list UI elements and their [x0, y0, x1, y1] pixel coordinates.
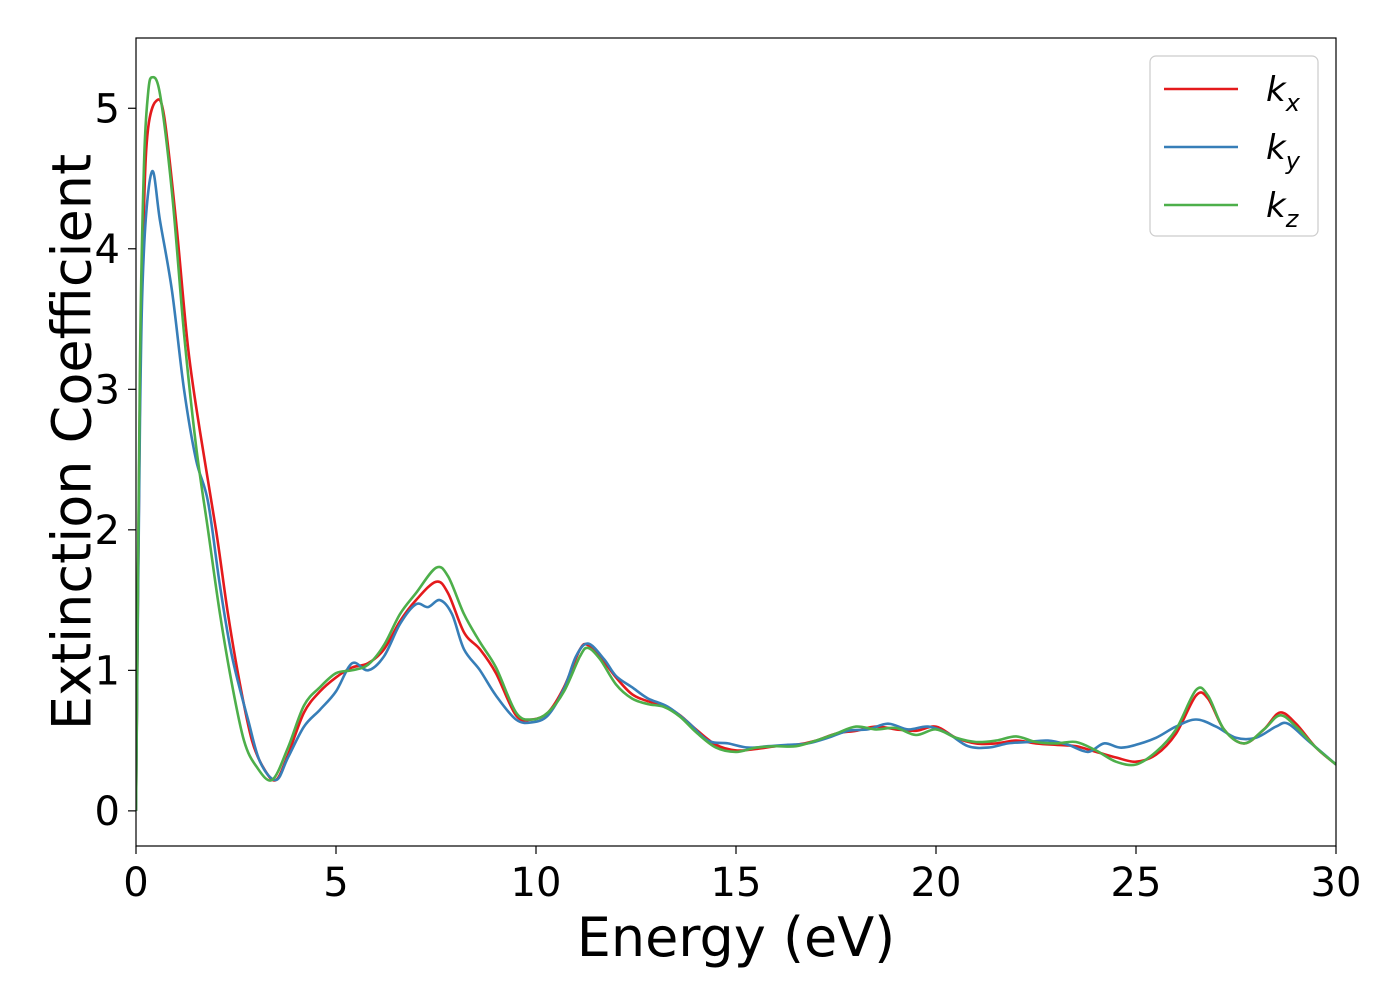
y-tick-label: 5 [95, 86, 120, 132]
x-tick-label: 25 [1111, 860, 1162, 906]
series-line-kz [136, 75, 1336, 811]
x-tick-label: 15 [711, 860, 762, 906]
x-tick-label: 5 [323, 860, 348, 906]
legend-label-ky: ky [1266, 128, 1301, 175]
y-axis-title: Extinction Coefficient [41, 154, 104, 730]
series-layer [136, 75, 1336, 811]
y-tick-label: 0 [95, 789, 120, 835]
x-axis-title: Energy (eV) [577, 906, 896, 969]
x-tick-label: 0 [123, 860, 148, 906]
x-axis: 0 5 10 15 20 25 30 [123, 846, 1361, 906]
y-tick-label: 4 [95, 227, 120, 273]
x-tick-label: 30 [1311, 860, 1362, 906]
y-tick-label: 2 [95, 508, 120, 554]
y-tick-label: 3 [95, 367, 120, 413]
y-axis: 0 1 2 3 4 5 [95, 86, 136, 835]
legend-label-kz: kz [1266, 186, 1300, 233]
legend-label-kx: kx [1266, 70, 1301, 117]
legend: kx ky kz [1149, 55, 1319, 237]
x-tick-label: 20 [911, 860, 962, 906]
x-tick-label: 10 [511, 860, 562, 906]
series-line-kx [136, 98, 1336, 811]
y-tick-label: 1 [95, 648, 120, 694]
